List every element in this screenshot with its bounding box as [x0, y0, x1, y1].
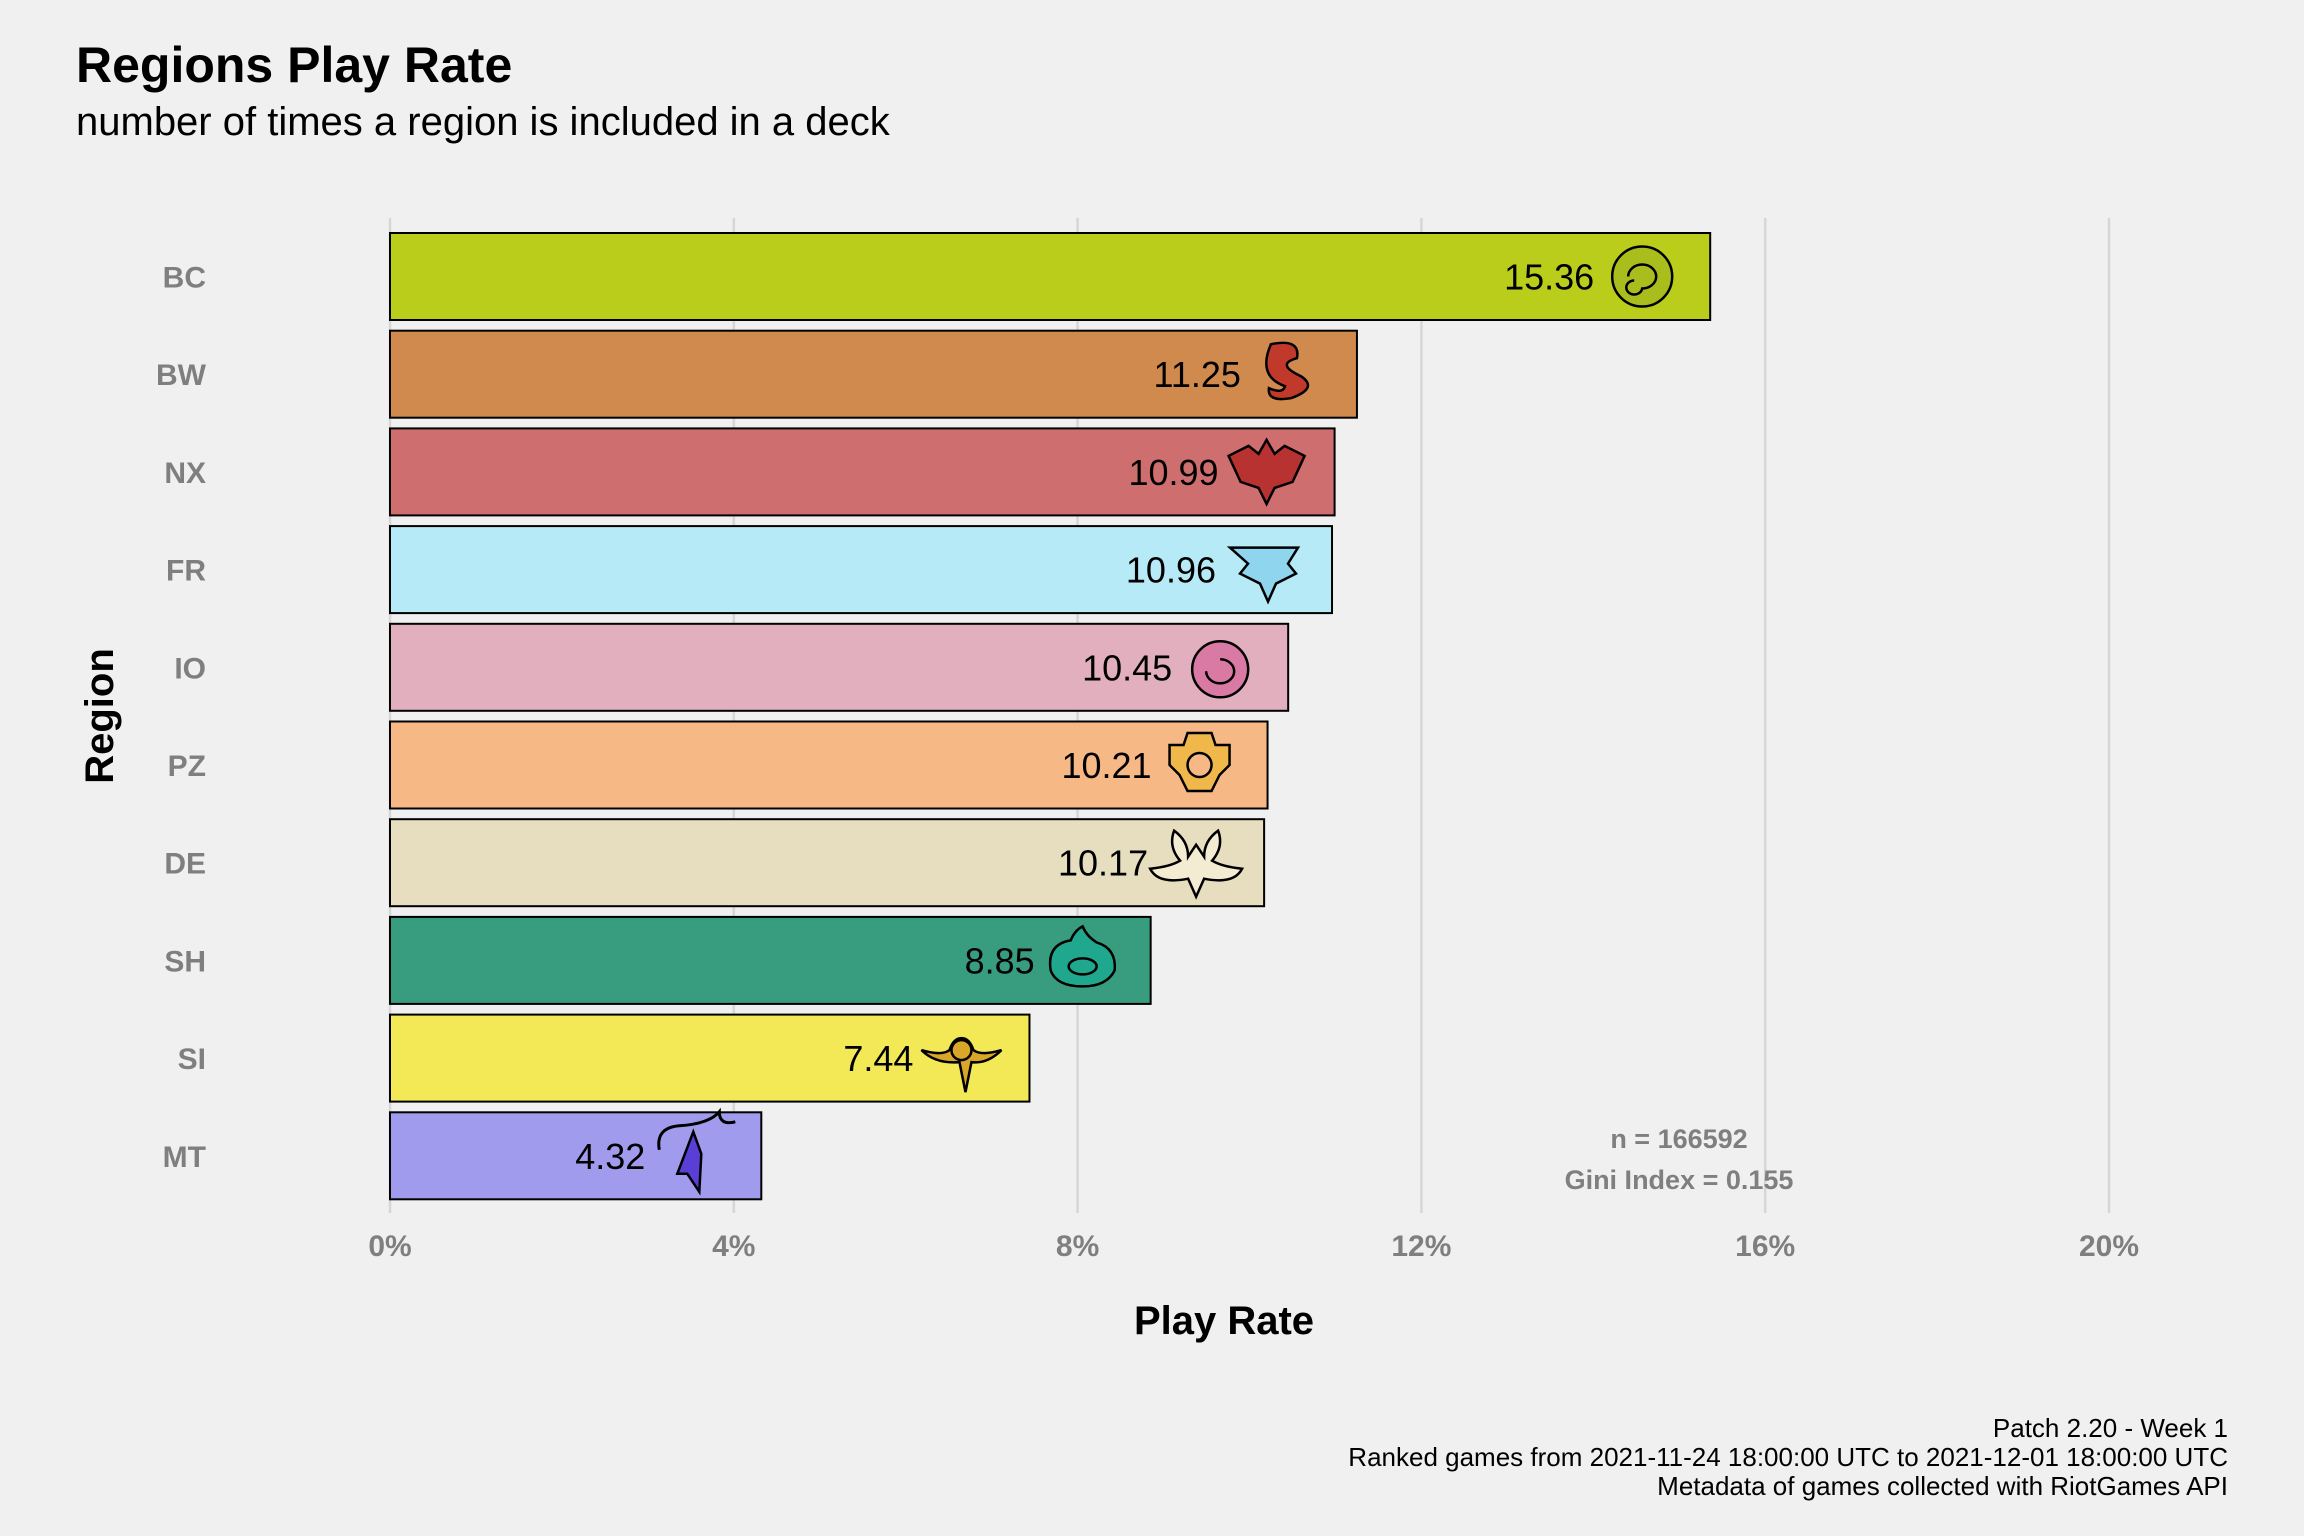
y-tick-label: DE	[164, 848, 206, 881]
x-tick-label: 4%	[712, 1230, 755, 1263]
x-axis-title: Play Rate	[1134, 1299, 1314, 1343]
x-tick-label: 20%	[2079, 1230, 2139, 1263]
bar	[389, 232, 1712, 321]
y-tick-label: SI	[178, 1043, 206, 1076]
piltover-zaun-icon	[1168, 731, 1231, 793]
bar	[389, 720, 1269, 810]
shadow-isles-icon	[920, 1036, 1003, 1093]
y-tick-label: MT	[163, 1141, 206, 1174]
bar-value-label: 7.44	[843, 1038, 913, 1079]
bilgewater-icon	[1265, 341, 1310, 401]
bar-value-label: 10.45	[1082, 647, 1172, 688]
bar-value-label: 4.32	[575, 1136, 645, 1177]
mount-targon-icon	[657, 1107, 736, 1196]
y-tick-label: BW	[156, 359, 207, 392]
bar-value-label: 10.99	[1128, 452, 1218, 493]
caption-line-patch: Patch 2.20 - Week 1	[1992, 1413, 2228, 1443]
y-tick-label: SH	[164, 945, 206, 978]
x-tick-labels: 0% 4% 8% 12% 16% 20%	[368, 1230, 2139, 1263]
bar	[389, 1013, 1031, 1103]
freljord-icon	[1226, 546, 1301, 605]
bar-value-label: 10.96	[1126, 550, 1216, 591]
chart-subtitle: number of times a region is included in …	[76, 100, 890, 144]
bar	[389, 427, 1336, 517]
demacia-icon	[1148, 828, 1245, 900]
x-tick-label: 12%	[1391, 1230, 1451, 1263]
bar-value-label: 10.17	[1058, 843, 1148, 884]
caption-line-source: Metadata of games collected with RiotGam…	[1657, 1471, 2228, 1501]
bars: 15.36 11.25 10.99 10.96 10.45 10.21 10.17 8.85 7…	[389, 232, 1712, 1201]
bar-value-label: 11.25	[1154, 354, 1241, 395]
bar-value-label: 10.21	[1061, 745, 1151, 786]
y-tick-labels: BC BW NX FR IO PZ DE SH SI MT	[156, 262, 207, 1174]
y-axis-title: Region	[78, 648, 122, 784]
x-tick-label: 0%	[368, 1230, 411, 1263]
y-tick-label: IO	[174, 652, 206, 685]
bar	[389, 525, 1334, 615]
ionia-icon	[1190, 640, 1250, 699]
bar	[389, 622, 1290, 712]
caption-line-dates: Ranked games from 2021-11-24 18:00:00 UT…	[1348, 1442, 2228, 1472]
bar	[389, 915, 1152, 1005]
y-tick-label: BC	[163, 262, 206, 295]
bandle-city-icon	[1610, 245, 1674, 308]
bar-value-label: 8.85	[965, 940, 1035, 981]
chart-title: Regions Play Rate	[76, 37, 513, 93]
chart-caption: Patch 2.20 - Week 1 Ranked games from 20…	[1348, 1414, 2228, 1501]
bar-value-label: 15.36	[1504, 257, 1594, 298]
bar	[389, 329, 1358, 419]
shurima-icon	[1048, 924, 1117, 988]
y-tick-label: NX	[164, 457, 206, 490]
noxus-icon	[1226, 437, 1307, 507]
y-tick-label: FR	[166, 555, 206, 588]
y-tick-label: PZ	[168, 750, 206, 783]
annotation-gini: Gini Index = 0.155	[1565, 1165, 1794, 1195]
x-tick-label: 16%	[1735, 1230, 1795, 1263]
bar	[389, 818, 1266, 908]
x-tick-label: 8%	[1056, 1230, 1099, 1263]
annotation-n: n = 166592	[1610, 1124, 1747, 1154]
